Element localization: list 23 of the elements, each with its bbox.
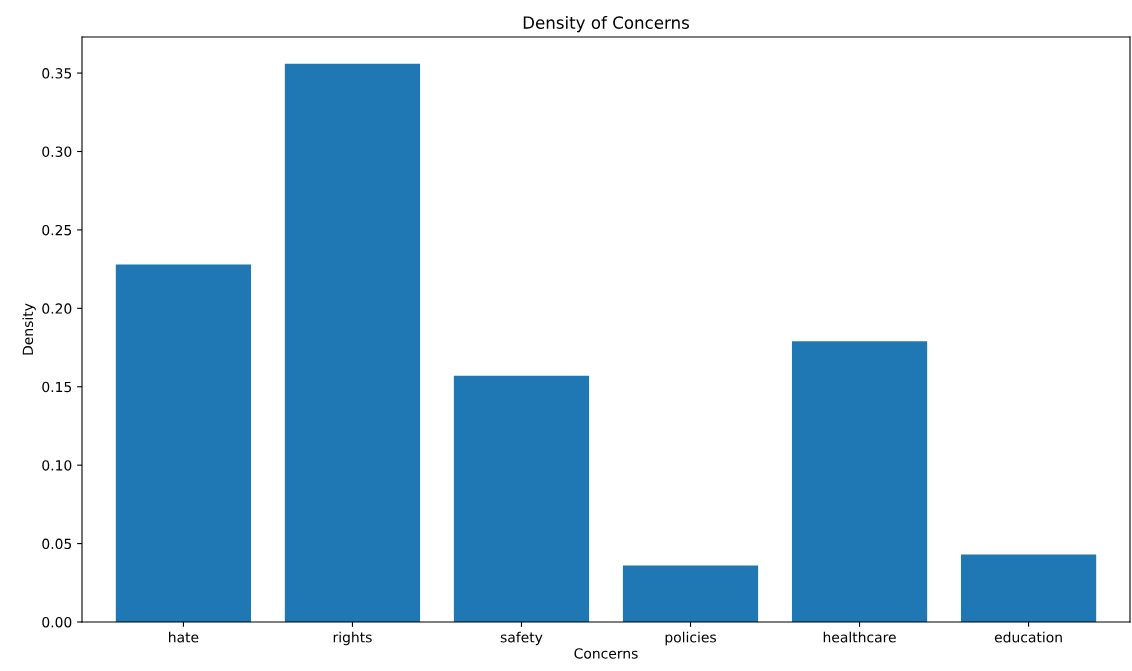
x-axis-title: Concerns [574,648,638,659]
x-tick-label: safety [500,631,543,646]
y-tick-label: 0.00 [42,616,72,628]
bar [115,264,252,622]
bar [284,63,421,622]
x-tick-label: policies [665,631,716,646]
y-tick-label: 0.20 [42,303,72,314]
x-tick-label: education [994,631,1062,643]
x-tick-label: hate [169,631,199,643]
y-tick-label: 0.05 [42,538,72,550]
x-tick-label: rights [333,631,372,646]
y-tick-label: 0.10 [42,460,72,471]
bar [622,565,759,622]
bar [453,375,590,622]
bar [960,554,1097,622]
x-tick-label: healthcare [823,631,896,643]
y-tick-label: 0.35 [42,68,72,79]
chart-title: Density of Concerns [523,16,690,33]
y-tick-label: 0.25 [42,224,72,236]
y-axis-title: Density [22,303,36,355]
bar [791,341,928,622]
y-tick-label: 0.30 [42,146,72,157]
y-tick-label: 0.15 [42,381,72,393]
